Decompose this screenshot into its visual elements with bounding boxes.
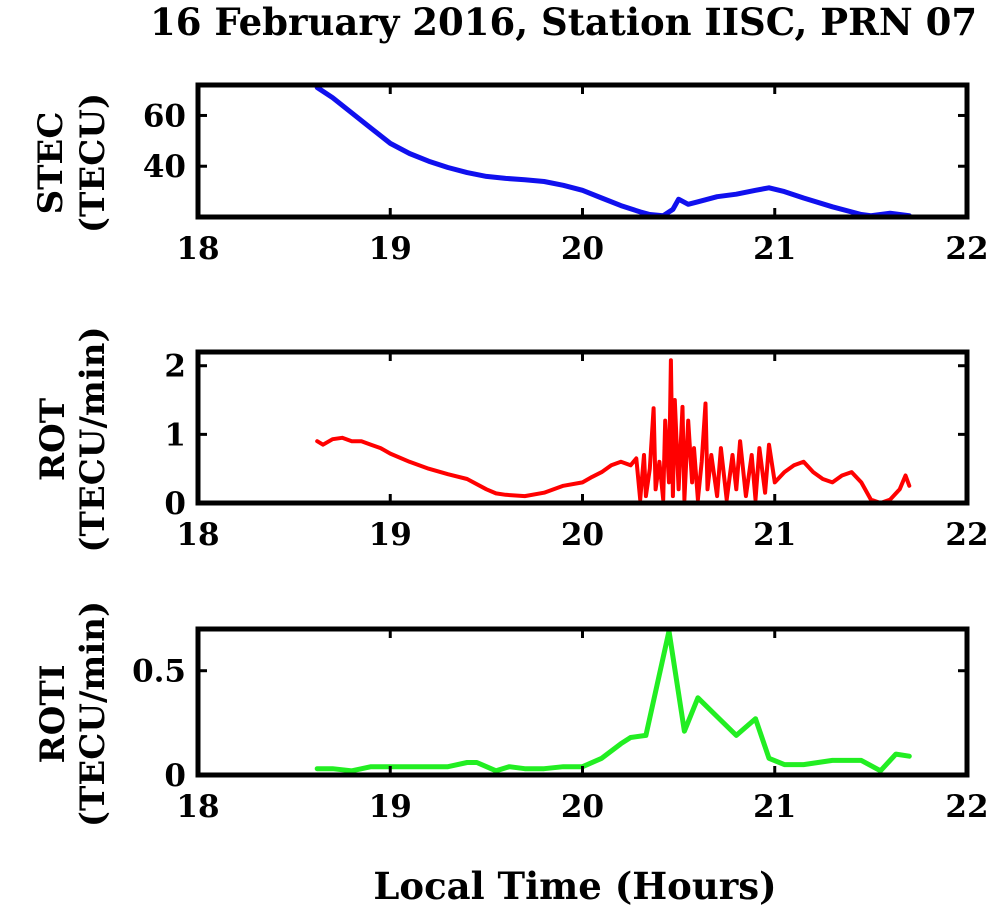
rot-series-line-0 bbox=[315, 358, 912, 505]
roti-x-tick-label: 18 bbox=[176, 789, 219, 825]
rot-x-tick-label: 19 bbox=[369, 517, 412, 553]
stec-y-axis-label-line-1: STEC bbox=[31, 112, 71, 215]
stec-panel: 18 19 20 21 22 40 60 STEC (TECU) bbox=[31, 82, 989, 267]
rot-y-tick-label: 2 bbox=[164, 349, 186, 385]
roti-axes-frame bbox=[195, 626, 970, 778]
figure-title: 16 February 2016, Station IISC, PRN 07 bbox=[150, 0, 977, 44]
roti-y-axis-label-line-1: ROTI bbox=[33, 664, 73, 763]
rot-x-tick-label: 22 bbox=[945, 517, 988, 553]
stec-series-line-0 bbox=[314, 85, 912, 219]
panels: 18 19 20 21 22 40 60 STEC (TECU) 18 19 20 21 22 0 1 2 ROT… bbox=[31, 82, 989, 827]
roti-x-tick-label: 22 bbox=[945, 789, 988, 825]
roti-x-tick-label: 19 bbox=[369, 789, 412, 825]
roti-y-axis-label-line-2: (TECU/min) bbox=[73, 601, 113, 827]
stec-x-tick-label: 18 bbox=[176, 231, 219, 267]
roti-x-tick-label: 20 bbox=[561, 789, 604, 825]
roti-y-tick-label: 0 bbox=[164, 758, 186, 794]
rot-y-axis-label-line-2: (TECU/min) bbox=[73, 326, 113, 552]
roti-x-tick-label: 21 bbox=[753, 789, 796, 825]
x-axis-label: Local Time (Hours) bbox=[373, 864, 776, 908]
stec-x-tick-label: 19 bbox=[369, 231, 412, 267]
stec-axes-frame bbox=[195, 82, 970, 220]
rot-x-tick-label: 21 bbox=[753, 517, 796, 553]
rot-x-tick-label: 18 bbox=[176, 517, 219, 553]
rot-y-tick-label: 1 bbox=[164, 417, 186, 453]
stec-x-tick-label: 21 bbox=[753, 231, 796, 267]
stec-y-tick-label: 40 bbox=[143, 149, 186, 185]
rot-panel: 18 19 20 21 22 0 1 2 ROT (TECU/min) bbox=[33, 326, 989, 553]
roti-y-tick-label: 0.5 bbox=[132, 654, 186, 690]
stec-x-tick-label: 22 bbox=[945, 231, 988, 267]
rot-x-tick-label: 20 bbox=[561, 517, 604, 553]
stec-y-tick-label: 60 bbox=[143, 98, 186, 134]
stec-x-tick-label: 20 bbox=[561, 231, 604, 267]
rot-y-axis-label-line-1: ROT bbox=[33, 398, 73, 481]
rot-y-tick-label: 0 bbox=[164, 486, 186, 522]
roti-panel: 18 19 20 21 22 0 0.5 ROTI (TECU/min) bbox=[33, 601, 989, 827]
stec-y-axis-label-line-2: (TECU) bbox=[73, 93, 113, 233]
roti-series-line-0 bbox=[314, 628, 912, 774]
